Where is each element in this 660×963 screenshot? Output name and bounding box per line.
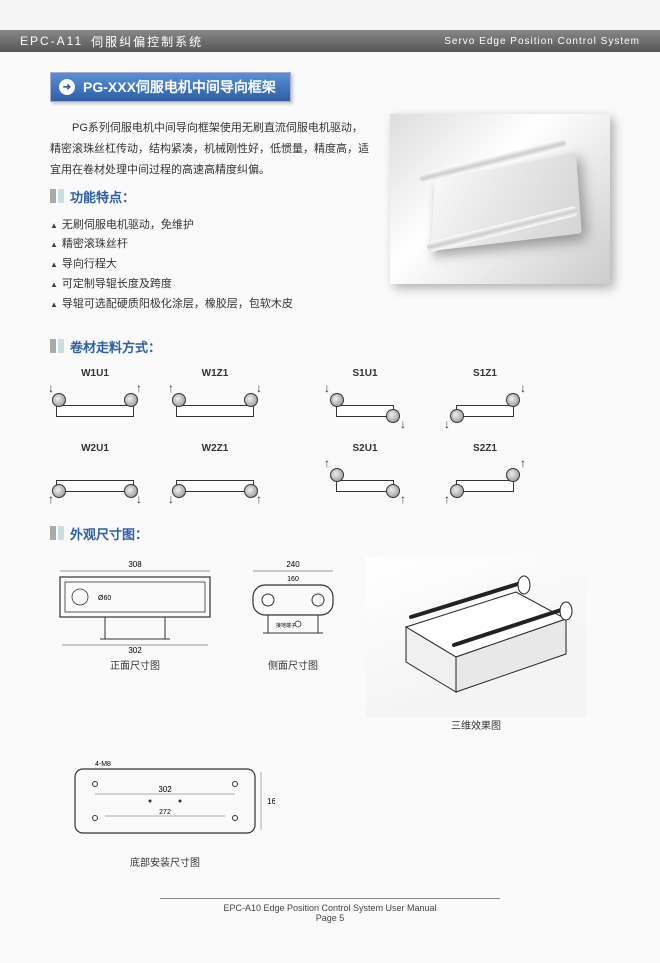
dim-front-bottom: 302 (128, 646, 142, 655)
header-code: EPC-A11 (20, 34, 83, 48)
caption-side: 侧面尺寸图 (238, 657, 348, 672)
diagram-s2z1: S2Z1 ↑ ↑ (440, 443, 530, 500)
diagram-w1z1: W1Z1 ↑ ↓ (170, 368, 260, 425)
section-dimensions: 外观尺寸图： (50, 524, 610, 543)
svg-text:接地端子: 接地端子 (276, 622, 296, 629)
feature-item: 无刷伺服电机驱动，免维护 (50, 216, 370, 236)
header-title-en: Servo Edge Position Control System (444, 36, 640, 47)
caption-iso: 三维效果图 (366, 717, 586, 732)
feature-item: 可定制导辊长度及跨度 (50, 275, 370, 295)
side-view: 240 160 接地端子 侧面尺寸图 (238, 557, 348, 732)
front-view: 308 Ø60 302 正面尺寸图 (50, 557, 220, 732)
dim-bottom-h: 160 (267, 797, 275, 806)
footer-page: Page 5 (0, 913, 660, 923)
dim-holes: 4-M8 (95, 761, 111, 768)
dim-bottom-inner: 272 (159, 809, 171, 816)
caption-front: 正面尺寸图 (50, 657, 220, 672)
arrow-icon: ➜ (59, 79, 75, 95)
diagram-w1u1: W1U1 ↓ ↑ (50, 368, 140, 425)
diagram-s1z1: S1Z1 ↓ ↓ (440, 368, 530, 425)
bottom-view: 4-M8 302 272 160 底部安装尺寸图 (50, 754, 280, 869)
product-title-text: PG-XXX伺服电机中间导向框架 (83, 77, 276, 97)
product-title: ➜ PG-XXX伺服电机中间导向框架 (50, 72, 291, 102)
dim-front-top: 308 (128, 560, 142, 569)
feature-list: 无刷伺服电机驱动，免维护 精密滚珠丝杆 导向行程大 可定制导辊长度及跨度 导辊可… (50, 216, 370, 315)
dim-side-top: 240 (286, 560, 300, 569)
diagram-w2u1: W2U1 ↑ ↓ (50, 443, 140, 500)
footer-title: EPC-A10 Edge Position Control System Use… (0, 903, 660, 913)
section-features: 功能特点： (50, 187, 370, 206)
diagram-w2z1: W2Z1 ↓ ↑ (170, 443, 260, 500)
feeding-diagrams: W1U1 ↓ ↑ W1Z1 ↑ (50, 368, 610, 500)
caption-bottom: 底部安装尺寸图 (50, 854, 280, 869)
iso-view: 三维效果图 (366, 557, 586, 732)
header-title-cn: 伺服纠偏控制系统 (91, 33, 203, 50)
diagram-s2u1: S2U1 ↑ ↑ (320, 443, 410, 500)
dim-bottom-w: 302 (158, 785, 172, 794)
diagram-s1u1: S1U1 ↓ ↓ (320, 368, 410, 425)
page-footer: EPC-A10 Edge Position Control System Use… (0, 898, 660, 923)
feature-item: 导向行程大 (50, 255, 370, 275)
intro-paragraph: PG系列伺服电机中间导向框架使用无刷直流伺服电机驱动，精密滚珠丝杠传动，结构紧凑… (50, 114, 370, 181)
section-feeding: 卷材走料方式： (50, 337, 610, 356)
page-header: EPC-A11 伺服纠偏控制系统 Servo Edge Position Con… (0, 30, 660, 52)
feature-item: 导辊可选配硬质阳极化涂层，橡胶层，包软木皮 (50, 295, 370, 315)
product-photo (390, 114, 610, 284)
feature-item: 精密滚珠丝杆 (50, 235, 370, 255)
dim-side-mid: 160 (287, 576, 299, 583)
dim-front-d: Ø60 (98, 595, 111, 602)
